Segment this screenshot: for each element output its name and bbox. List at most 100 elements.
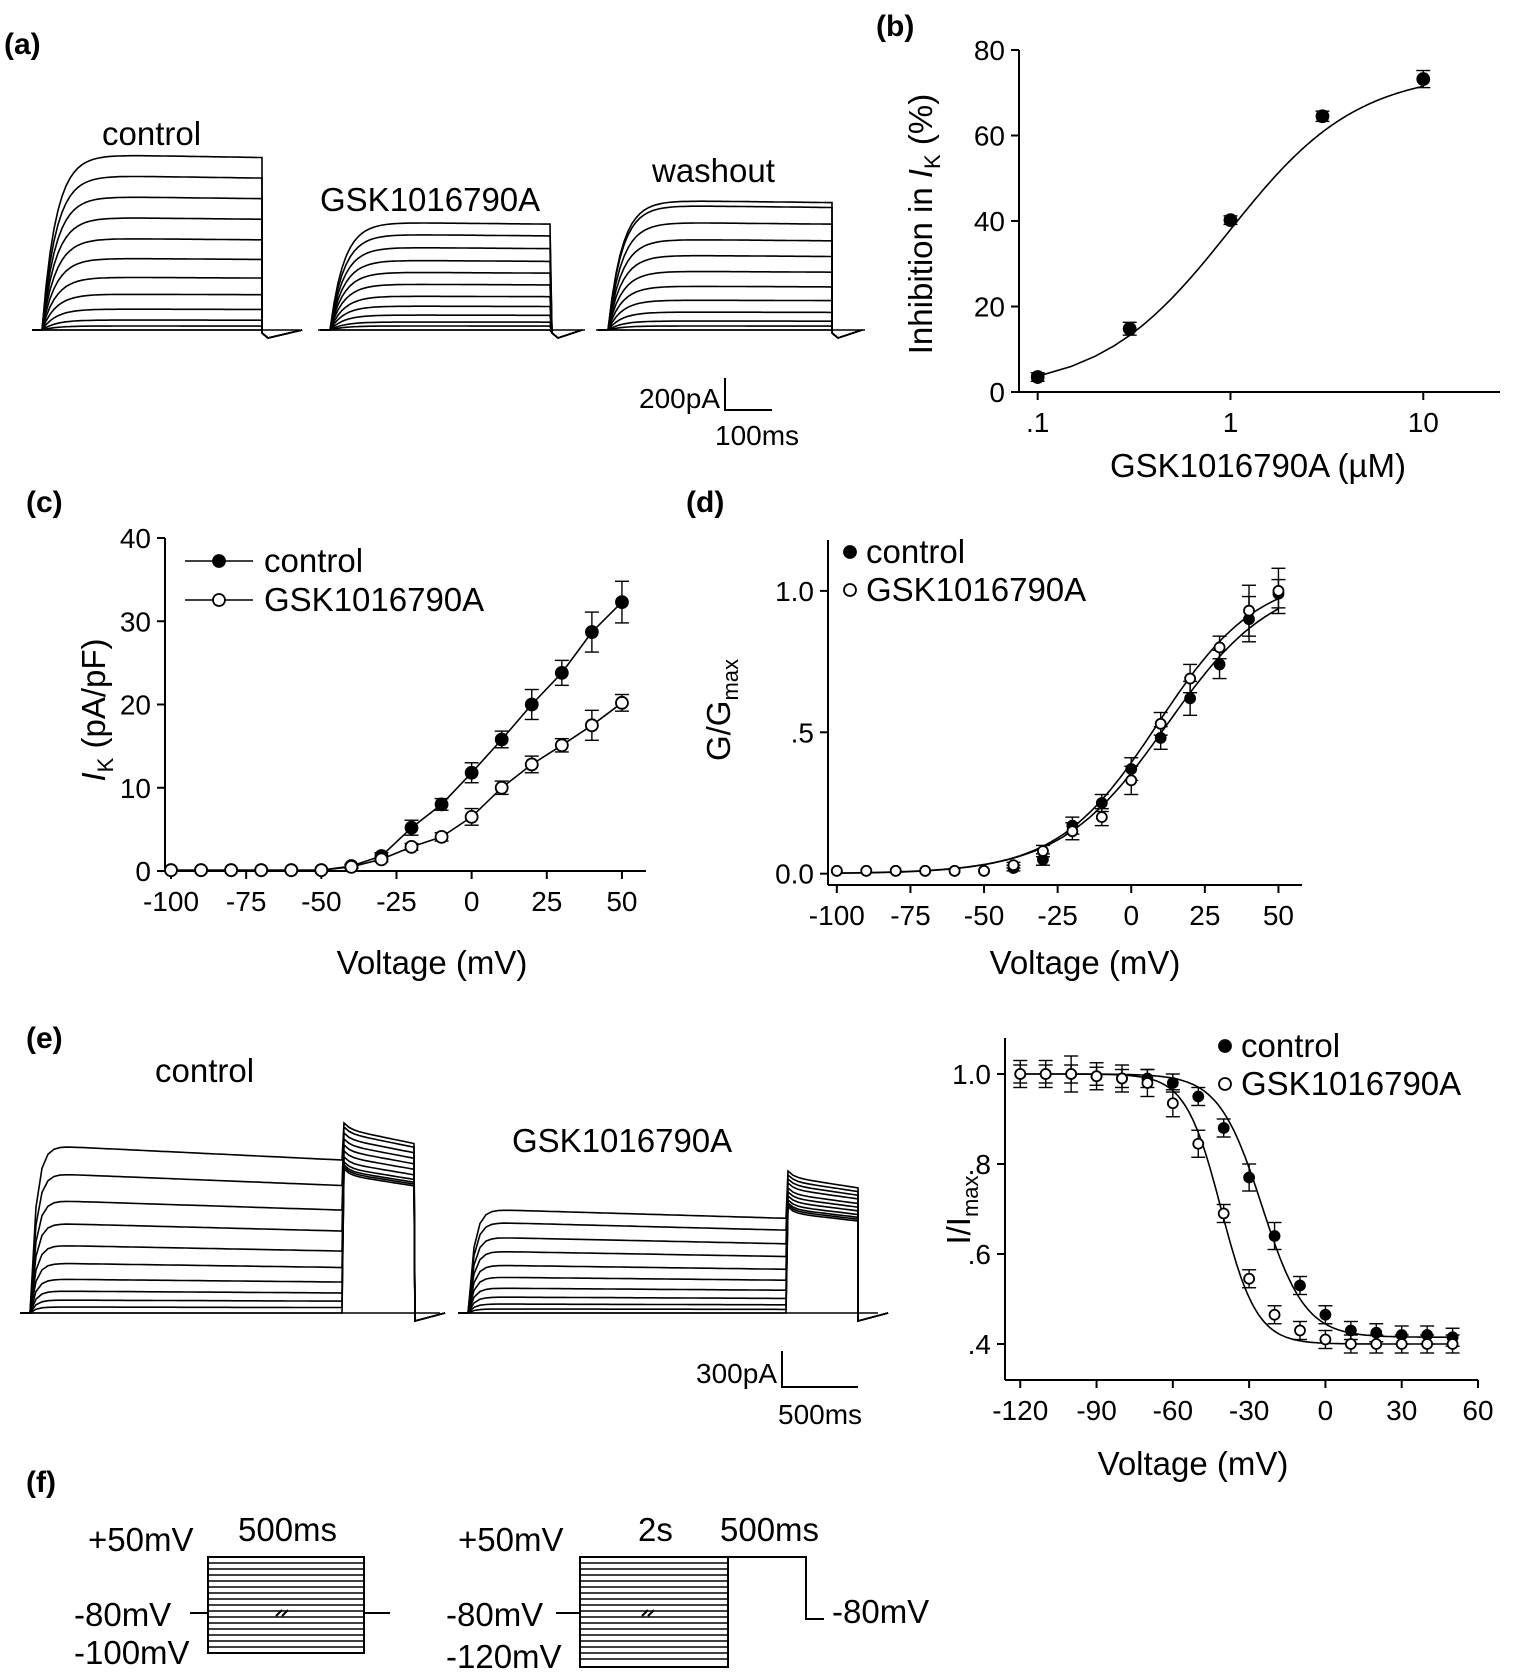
panel-e-drug-point-x5 bbox=[1141, 1077, 1154, 1089]
panel-c-control-point-x15 bbox=[615, 595, 629, 610]
panel-a-control-sweep bbox=[32, 276, 303, 339]
panel-e-drug-point-x14 bbox=[1370, 1338, 1383, 1350]
panel-letter-b: (b) bbox=[876, 10, 914, 43]
panel-e-x-tick-label: 0 bbox=[1318, 1395, 1334, 1426]
panel-a-scale-bar bbox=[724, 378, 772, 411]
panel-c-x-tick-label: -75 bbox=[226, 886, 266, 917]
panel-d-drug-point-x3 bbox=[919, 864, 932, 877]
panel-d-drug-point-x5 bbox=[978, 864, 990, 877]
panel-e-control-sweep bbox=[20, 1121, 446, 1323]
panel-c-x-tick-label: 50 bbox=[606, 886, 637, 917]
panel-e-control-point-x6 bbox=[1166, 1077, 1179, 1089]
panel-e-drug-sweep bbox=[458, 1201, 889, 1323]
panel-b-fit-curve bbox=[1037, 85, 1424, 378]
panel-d-drug-point-x10 bbox=[1125, 774, 1138, 787]
panel-e-control-sweep bbox=[20, 1149, 446, 1323]
panel-d-drug-point-legend bbox=[843, 583, 857, 597]
panel-a-washout-sweep bbox=[598, 222, 863, 339]
panel-d-y-tick-label: 0.0 bbox=[775, 859, 814, 890]
panel-e-drug-legend-label: GSK1016790A bbox=[1241, 1065, 1461, 1102]
panel-a-control-sweep bbox=[32, 257, 303, 339]
panel-e-control-sweep bbox=[20, 1165, 446, 1323]
protocol-left-v-hold: -80mV bbox=[74, 1596, 171, 1633]
panel-c-control-point-x9 bbox=[434, 797, 449, 812]
panel-e-drug-sweep bbox=[458, 1203, 889, 1323]
panel-d-drug-point-x13 bbox=[1213, 641, 1226, 654]
panel-d-drug-point-x14 bbox=[1243, 604, 1255, 617]
panel-d-x-tick-label: -100 bbox=[809, 900, 865, 931]
panel-a-drug-sweep bbox=[320, 295, 583, 339]
panel-a-label-drug: GSK1016790A bbox=[320, 181, 540, 218]
panel-a-drug-sweep bbox=[320, 247, 583, 339]
panel-a-control-sweep bbox=[32, 293, 303, 339]
panel-c-drug-point-x9 bbox=[434, 829, 449, 844]
panel-f-voltage-protocols: +50mV 500ms -80mV -100mV +50mV 2s 500ms … bbox=[74, 1511, 929, 1672]
panel-e-drug-point-x7 bbox=[1192, 1137, 1205, 1150]
panel-d-x-tick-label: 50 bbox=[1263, 900, 1294, 931]
panel-e-trace-group bbox=[20, 1121, 889, 1323]
panel-e-drug-point-x16 bbox=[1421, 1338, 1434, 1350]
panel-d-drug-legend-label: GSK1016790A bbox=[866, 571, 1086, 608]
panel-d-control-point-x9 bbox=[1095, 797, 1108, 809]
panel-b-y-tick-label: 60 bbox=[974, 121, 1005, 152]
panel-e-drug-sweep bbox=[458, 1181, 889, 1323]
panel-c-drug-point-x2 bbox=[224, 863, 239, 878]
panel-c-x-tick-label: 0 bbox=[464, 886, 480, 917]
panel-a-washout-sweep bbox=[598, 270, 863, 339]
panel-c-control-point-x14 bbox=[584, 625, 599, 639]
panel-c-control-point-x10 bbox=[464, 765, 479, 780]
panel-e-drug-sweep bbox=[458, 1198, 889, 1323]
panel-c-drug-point-x5 bbox=[314, 863, 329, 878]
panel-a-washout-sweep bbox=[598, 254, 863, 339]
panel-d-activation-curve: -100 -75 -50 -25 0 25 50 0.0 .5 1.0 controlGSK101… bbox=[700, 533, 1302, 981]
panel-e-control-legend-label: control bbox=[1241, 1027, 1340, 1064]
panel-b-point-x1 bbox=[1122, 321, 1137, 336]
panel-e-drug-sweep bbox=[458, 1173, 889, 1323]
panel-e-y-label: I/Imax bbox=[940, 1175, 983, 1244]
panel-c-control-point-x13 bbox=[554, 665, 569, 680]
panel-a-drug-sweep bbox=[320, 222, 583, 339]
panel-e-x-tick-label: -90 bbox=[1076, 1395, 1116, 1426]
panel-d-drug-point-x9 bbox=[1095, 811, 1108, 824]
panel-a-control-sweep bbox=[32, 319, 303, 339]
panel-e-fit-drug bbox=[1020, 1073, 1453, 1345]
panel-d-drug-point-x1 bbox=[860, 864, 873, 877]
panel-e-inactivation-curve: -120 -90 -60 -30 0 30 60 .4 .6 .8 1.0 controlGSK10… bbox=[940, 1027, 1494, 1482]
panel-e-control-point-x12 bbox=[1319, 1308, 1332, 1321]
panel-a-drug-sweep bbox=[320, 283, 583, 339]
panel-a-washout-sweep bbox=[598, 329, 863, 339]
panel-e-label-control: control bbox=[155, 1052, 254, 1089]
panel-b-point-x3 bbox=[1315, 109, 1330, 124]
panel-a-washout-sweep bbox=[598, 311, 863, 339]
panel-e-drug-point-x2 bbox=[1065, 1068, 1078, 1080]
panel-d-y-label: G/Gmax bbox=[700, 659, 743, 761]
panel-d-drug-point-x8 bbox=[1066, 825, 1079, 838]
panel-e-drug-sweep bbox=[458, 1194, 889, 1323]
panel-e-current-traces: control GSK1016790A 300pA 500ms bbox=[20, 1052, 889, 1430]
panel-a-washout-sweep bbox=[598, 325, 863, 339]
panel-b-x-label: GSK1016790A (µM) bbox=[1110, 447, 1406, 484]
panel-e-drug-point-x12 bbox=[1319, 1333, 1332, 1346]
panel-a-washout-sweep bbox=[598, 320, 863, 339]
panel-d-control-point-legend bbox=[843, 545, 857, 559]
panel-c-x-tick-label: -50 bbox=[301, 886, 341, 917]
panel-d-drug-point-x2 bbox=[889, 864, 902, 877]
panel-a-drug-sweep bbox=[320, 234, 583, 339]
panel-a-drug-sweep bbox=[320, 329, 583, 339]
panel-b-y-tick-label: 0 bbox=[989, 377, 1005, 408]
panel-d-drug-point-x4 bbox=[948, 864, 961, 877]
panel-d-control-point-x12 bbox=[1184, 692, 1197, 705]
panel-e-drug-point-x15 bbox=[1395, 1338, 1408, 1350]
panel-d-fit-drug bbox=[836, 597, 1279, 874]
panel-e-y-tick-label: .4 bbox=[968, 1329, 991, 1360]
panel-e-drug-point-x8 bbox=[1217, 1207, 1230, 1220]
protocol-right-duration1: 2s bbox=[638, 1511, 673, 1548]
panel-c-x-tick-label: 25 bbox=[531, 886, 562, 917]
panel-b-point-x2 bbox=[1223, 213, 1238, 228]
protocol-right-break-mark bbox=[641, 1609, 655, 1617]
panel-letter-d: (d) bbox=[686, 486, 724, 519]
panel-c-drug-point-x7 bbox=[374, 852, 389, 867]
panel-c-drug-point-x11 bbox=[494, 780, 509, 795]
